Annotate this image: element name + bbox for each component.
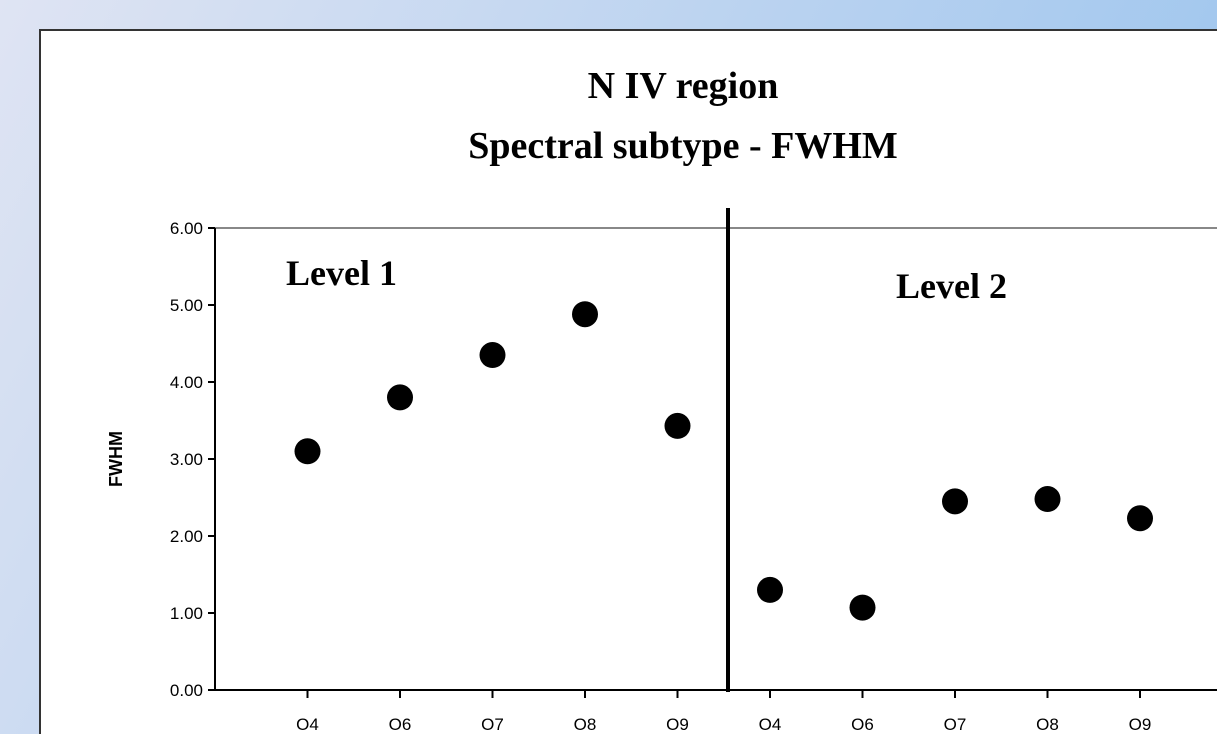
point bbox=[294, 438, 321, 465]
point bbox=[1034, 486, 1061, 513]
x-tick-label: O8 bbox=[574, 715, 597, 734]
y-tick-label: 0.00 bbox=[170, 681, 203, 700]
x-tick-label: O8 bbox=[1036, 715, 1059, 734]
x-tick-label: O4 bbox=[759, 715, 782, 734]
y-tick-label: 1.00 bbox=[170, 604, 203, 623]
x-tick-label: O9 bbox=[666, 715, 689, 734]
y-axis-label: FWHM bbox=[106, 431, 126, 487]
x-tick-label: O7 bbox=[481, 715, 504, 734]
y-tick-label: 2.00 bbox=[170, 527, 203, 546]
x-tick-label: O9 bbox=[1129, 715, 1152, 734]
x-tick-label: O6 bbox=[389, 715, 412, 734]
annotation: Level 1 bbox=[286, 253, 397, 293]
annotation: Level 2 bbox=[896, 266, 1007, 306]
y-tick-label: 5.00 bbox=[170, 296, 203, 315]
point bbox=[664, 412, 691, 439]
x-tick-label: O4 bbox=[296, 715, 319, 734]
point bbox=[572, 301, 598, 328]
chart-title: N IV region bbox=[588, 65, 779, 107]
point bbox=[849, 594, 876, 621]
point bbox=[1127, 505, 1153, 532]
point bbox=[479, 342, 506, 369]
x-tick-label: O7 bbox=[944, 715, 967, 734]
x-tick-label: O6 bbox=[851, 715, 874, 734]
y-tick-label: 3.00 bbox=[170, 450, 203, 469]
chart-subtitle: Spectral subtype - FWHM bbox=[468, 125, 898, 167]
chart-panel bbox=[39, 29, 1217, 734]
point bbox=[387, 384, 413, 411]
y-tick-label: 6.00 bbox=[170, 219, 203, 238]
y-tick-label: 4.00 bbox=[170, 373, 203, 392]
point bbox=[757, 576, 783, 603]
point bbox=[942, 488, 968, 515]
